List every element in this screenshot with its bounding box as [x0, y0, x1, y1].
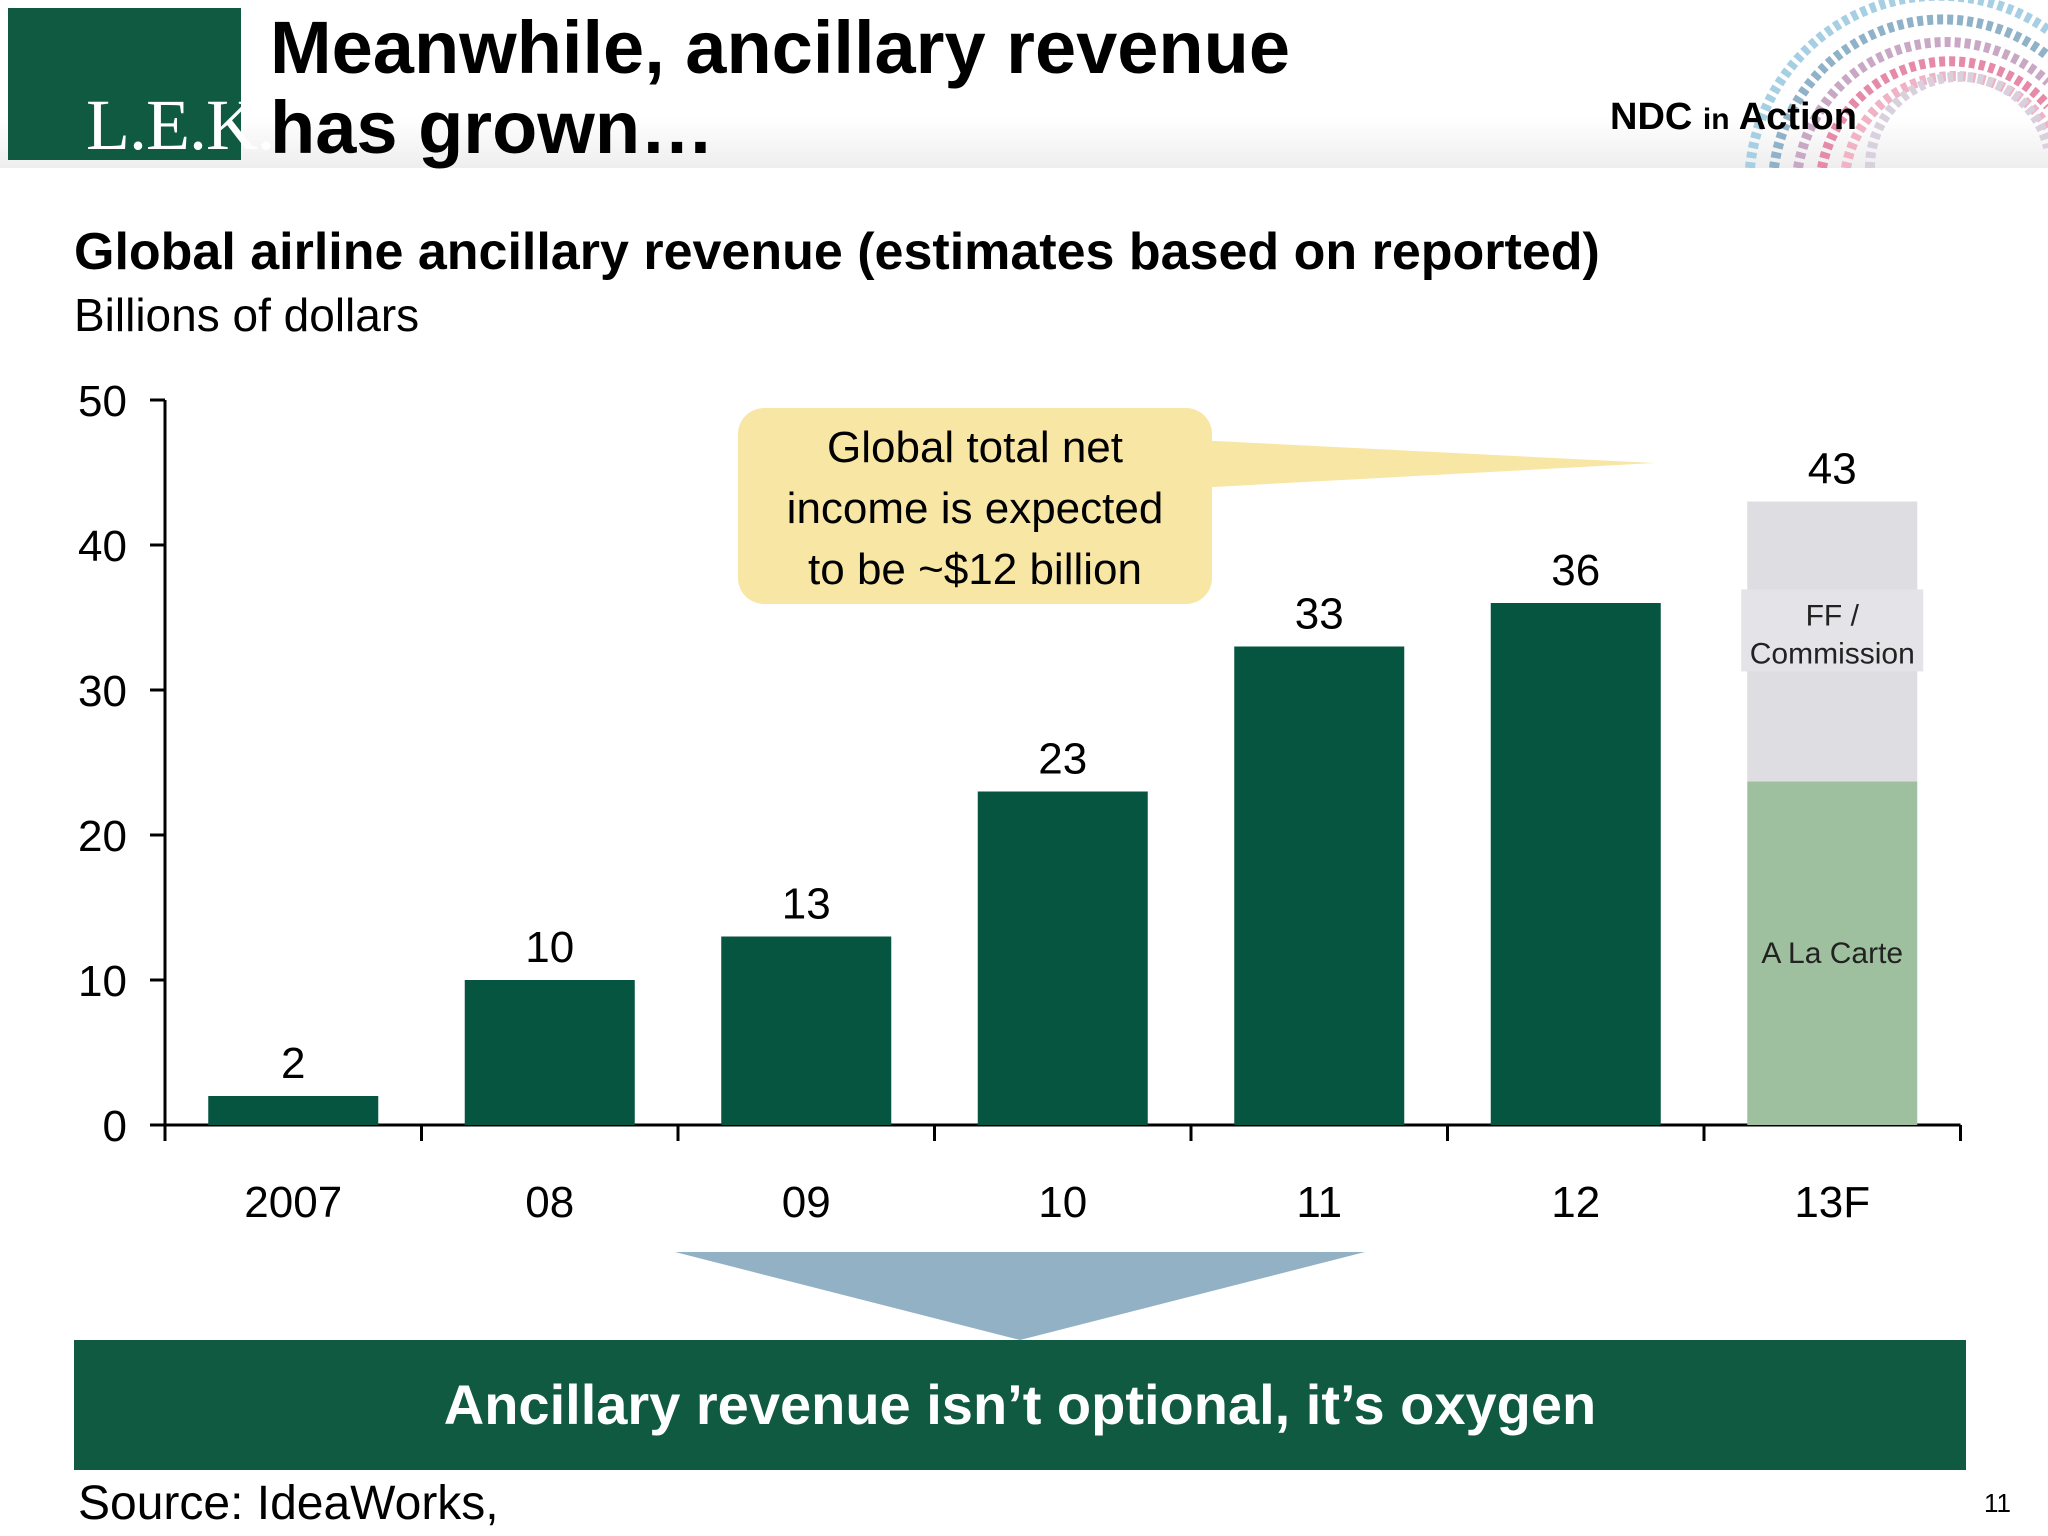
key-message-banner: Ancillary revenue isn’t optional, it’s o… — [74, 1340, 1966, 1470]
x-tick-label: 13F — [1794, 1178, 1870, 1227]
bar — [1234, 646, 1405, 1125]
logo-text: L.E.K. — [86, 85, 275, 165]
ndc-action-word: Action — [1738, 96, 1857, 138]
slide-title-line1: Meanwhile, ancillary revenue — [270, 6, 1290, 89]
source-note: Source: IdeaWorks, — [78, 1477, 499, 1530]
y-tick-label: 50 — [78, 377, 127, 426]
page-number: 11 — [1984, 1488, 2011, 1518]
y-tick-label: 0 — [103, 1102, 127, 1151]
bar — [977, 791, 1148, 1125]
callout-box — [738, 408, 1212, 604]
down-arrow-graphic — [675, 1252, 1365, 1340]
segment-label: Commission — [1750, 637, 1915, 670]
slide-title: Meanwhile, ancillary revenue has grown… — [270, 8, 1290, 168]
callout-text-line: to be ~$12 billion — [808, 545, 1142, 594]
slide-header: L.E.K. Meanwhile, ancillary revenue has … — [0, 0, 2048, 168]
bar — [721, 936, 892, 1125]
x-tick-label: 11 — [1296, 1178, 1342, 1227]
bar-value-label: 2 — [281, 1039, 305, 1088]
chart-subtitle: Billions of dollars — [74, 289, 420, 341]
bar — [208, 1096, 379, 1125]
bar-chart: 0 10 20 30 40 50 2 2007 10 08 13 09 23 10 33 11 36 12 A La… — [78, 377, 1962, 1227]
callout-text-line: Global total net — [827, 423, 1123, 472]
lek-logo: L.E.K. — [8, 8, 275, 165]
segment-label: FF / — [1806, 599, 1860, 632]
ndc-in-word: in — [1702, 103, 1730, 136]
ndc-word: NDC — [1610, 96, 1693, 138]
ndc-in-action-label: NDC in Action — [1610, 96, 1857, 139]
slide-title-line2: has grown… — [270, 86, 715, 169]
x-tick-label: 10 — [1038, 1178, 1087, 1227]
segment-label: A La Carte — [1761, 937, 1903, 970]
bar-value-label: 13 — [782, 880, 831, 929]
x-tick-label: 12 — [1551, 1178, 1600, 1227]
bar-value-label: 23 — [1038, 735, 1087, 784]
callout-pointer — [1195, 440, 1655, 488]
chart-title: Global airline ancillary revenue (estima… — [74, 223, 1600, 281]
y-tick-label: 40 — [78, 522, 127, 571]
x-tick-label: 08 — [525, 1178, 574, 1227]
callout-text-line: income is expected — [787, 484, 1164, 533]
y-tick-label: 30 — [78, 667, 127, 716]
bar-value-label: 43 — [1808, 445, 1857, 494]
x-tick-label: 09 — [782, 1178, 831, 1227]
bar-value-label: 10 — [525, 923, 574, 972]
y-tick-label: 10 — [78, 957, 127, 1006]
bar — [464, 980, 635, 1125]
x-tick-label: 2007 — [244, 1178, 342, 1227]
y-tick-label: 20 — [78, 812, 127, 861]
bar-segment — [1747, 781, 1918, 1125]
bar-value-label: 33 — [1295, 590, 1344, 639]
ndc-rings-graphic — [1745, 0, 2048, 168]
segment-label-bg — [1741, 589, 1924, 672]
bar-value-label: 36 — [1551, 546, 1600, 595]
bar — [1490, 603, 1661, 1125]
